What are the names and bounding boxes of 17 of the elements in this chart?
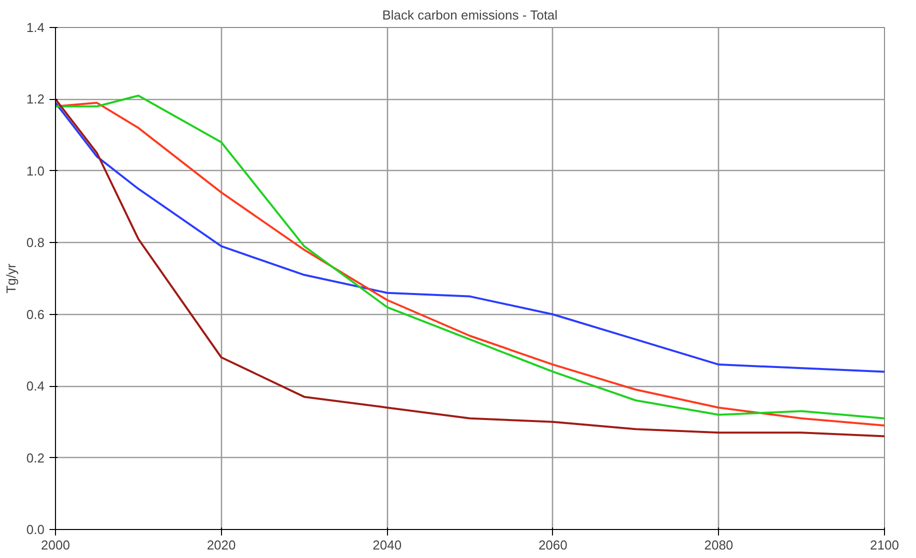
x-tick-label: 2080 [704,538,734,552]
chart-title: Black carbon emissions - Total [382,8,558,22]
x-tick-label: 2020 [206,538,236,552]
y-tick-label: 0.0 [26,522,45,537]
x-tick-label: 2000 [41,538,70,552]
y-tick-label: 0.6 [26,306,45,322]
y-axis-title: Tg/yr [3,263,18,294]
y-tick-label: 1.2 [26,92,45,107]
x-tick-label: 2040 [372,538,402,552]
y-tick-label: 0.4 [26,378,45,394]
y-tick-label: 0.2 [26,450,45,466]
y-tick-label: 0.8 [26,235,45,250]
x-tick-label: 2060 [538,538,568,552]
y-tick-label: 1.4 [26,20,45,35]
line-series [56,102,884,373]
x-tick-label: 2100 [870,538,899,552]
y-tick-label: 1.0 [26,163,45,178]
